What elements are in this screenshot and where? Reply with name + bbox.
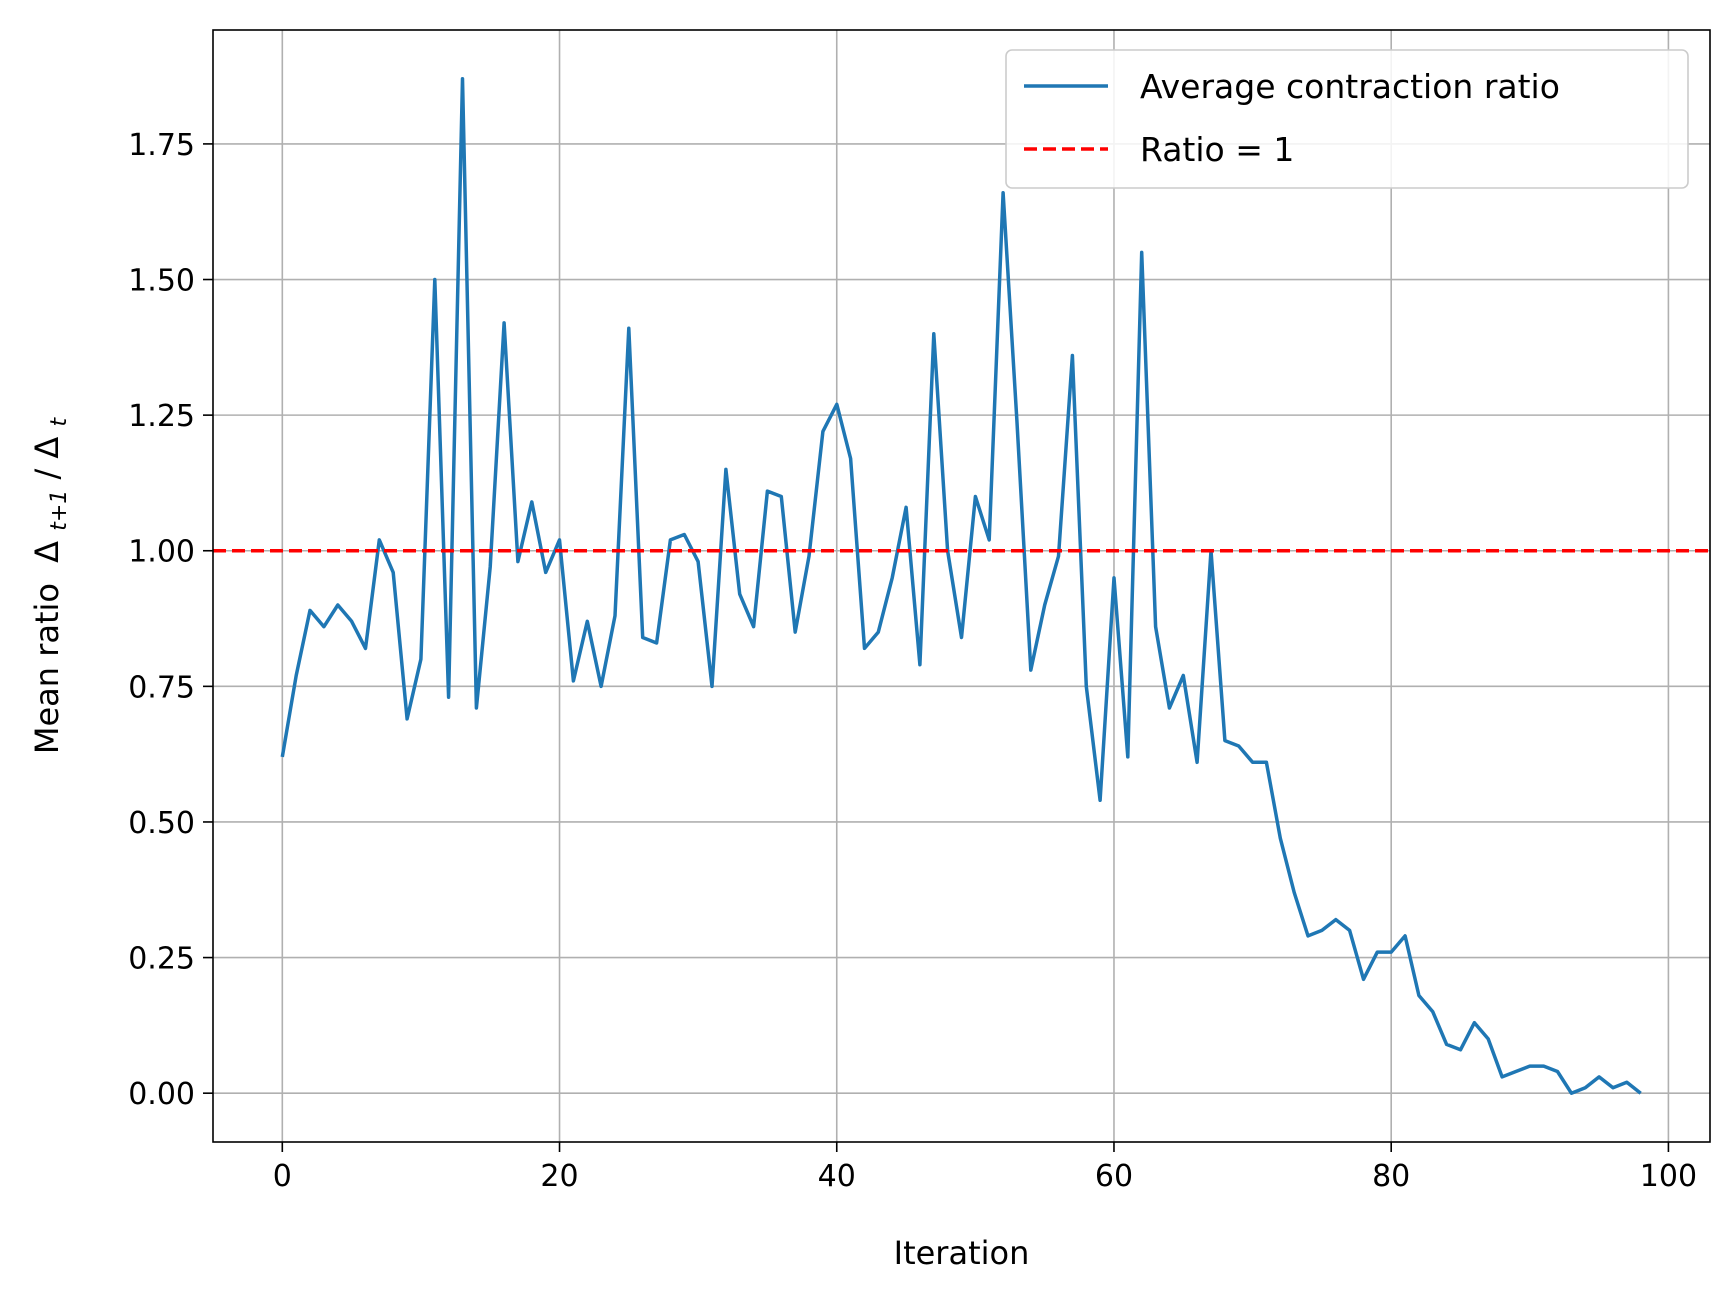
y-axis-label-symbol-num: Δ (28, 541, 66, 563)
y-tick-label: 1.00 (128, 535, 195, 570)
legend: Average contraction ratio Ratio = 1 (1005, 49, 1689, 189)
y-tick-label: 1.75 (128, 128, 195, 163)
y-tick-label: 0.00 (128, 1077, 195, 1112)
x-tick-label: 40 (818, 1159, 856, 1194)
x-tick-label: 80 (1372, 1159, 1410, 1194)
y-axis-label-symbol-den: Δ (28, 437, 66, 459)
y-tick-label: 1.50 (128, 264, 195, 299)
x-axis-ticks: 0 20 40 60 80 100 (273, 1142, 1697, 1194)
y-tick-label: 1.25 (128, 399, 195, 434)
y-axis-label-sep: / (28, 469, 66, 480)
x-axis-label: Iteration (894, 1234, 1030, 1272)
plot-frame (212, 29, 1711, 1143)
y-tick-label: 0.25 (128, 942, 195, 977)
y-axis-label-sub-den: t (47, 417, 72, 427)
legend-label-ratio-1: Ratio = 1 (1140, 130, 1294, 169)
y-axis-label-sub-num: t+1 (47, 490, 72, 531)
x-tick-label: 0 (273, 1159, 292, 1194)
x-tick-label: 20 (540, 1159, 578, 1194)
legend-label-average-contraction-ratio: Average contraction ratio (1140, 67, 1560, 106)
plot-series (213, 77, 1710, 1095)
x-tick-label: 60 (1095, 1159, 1133, 1194)
y-tick-label: 0.50 (128, 806, 195, 841)
y-tick-label: 0.75 (128, 670, 195, 705)
y-axis-label-text: Mean ratio (28, 583, 66, 754)
series-line-average-contraction-ratio (280, 77, 1642, 1095)
y-axis-ticks: 0.00 0.25 0.50 0.75 1.00 1.25 1.50 1.75 (128, 128, 213, 1112)
y-axis-label: Mean ratio Δ t+1 / Δ t (28, 417, 74, 755)
x-tick-label: 100 (1640, 1159, 1697, 1194)
legend-box (1005, 49, 1689, 189)
